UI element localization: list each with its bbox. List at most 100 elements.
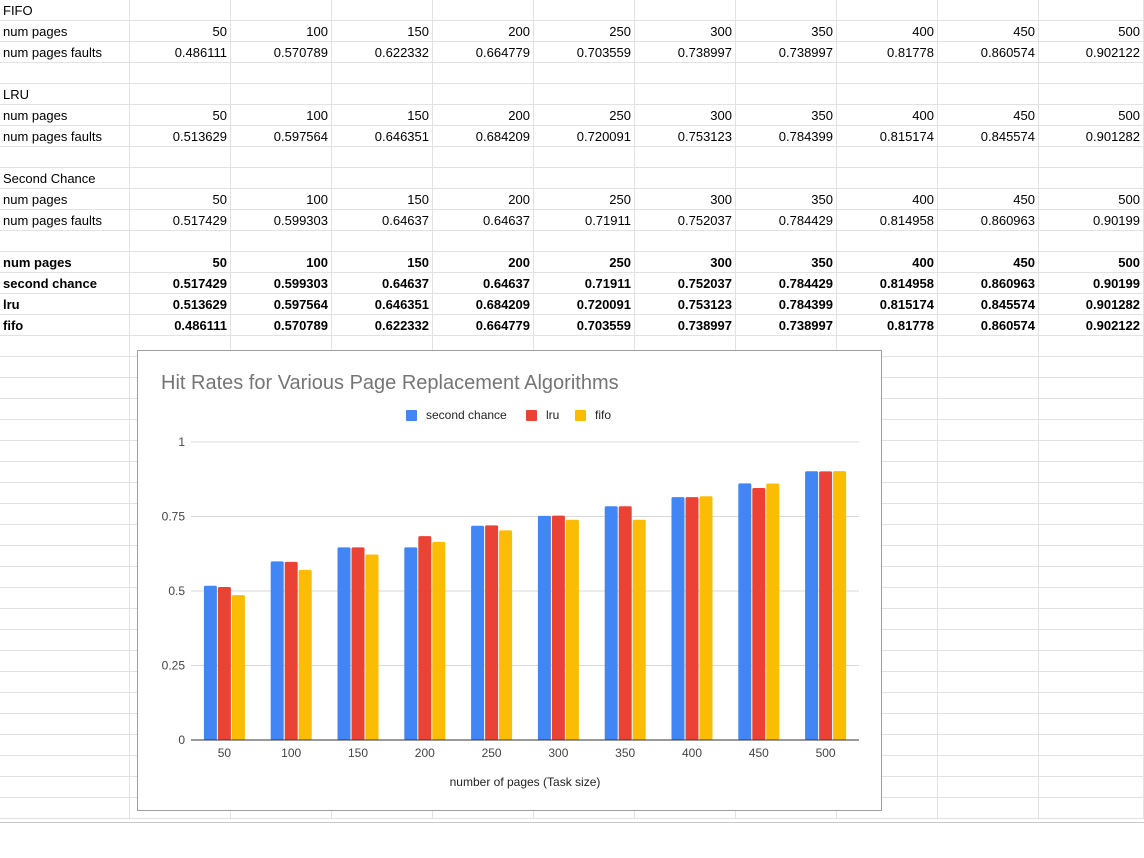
row-label-cell[interactable]: num pages xyxy=(0,105,130,126)
empty-cell[interactable] xyxy=(1039,231,1144,252)
empty-cell[interactable] xyxy=(0,420,130,441)
empty-cell[interactable] xyxy=(837,525,938,546)
empty-cell[interactable] xyxy=(0,546,130,567)
empty-cell[interactable] xyxy=(938,378,1039,399)
value-cell[interactable]: 0.486111 xyxy=(130,42,231,63)
value-cell[interactable]: 0.90199 xyxy=(1039,210,1144,231)
value-cell[interactable]: 0.684209 xyxy=(433,126,534,147)
empty-cell[interactable] xyxy=(938,504,1039,525)
value-cell[interactable]: 0.814958 xyxy=(837,273,938,294)
empty-cell[interactable] xyxy=(938,441,1039,462)
empty-cell[interactable] xyxy=(635,0,736,21)
row-label-cell[interactable]: num pages faults xyxy=(0,126,130,147)
empty-cell[interactable] xyxy=(837,798,938,819)
empty-cell[interactable] xyxy=(635,63,736,84)
empty-cell[interactable] xyxy=(938,588,1039,609)
value-cell[interactable]: 200 xyxy=(433,189,534,210)
empty-cell[interactable] xyxy=(1039,756,1144,777)
empty-cell[interactable] xyxy=(332,147,433,168)
empty-cell[interactable] xyxy=(534,0,635,21)
empty-cell[interactable] xyxy=(635,168,736,189)
value-cell[interactable]: 50 xyxy=(130,189,231,210)
empty-cell[interactable] xyxy=(130,231,231,252)
empty-cell[interactable] xyxy=(332,84,433,105)
empty-cell[interactable] xyxy=(231,63,332,84)
value-cell[interactable]: 0.64637 xyxy=(433,273,534,294)
empty-cell[interactable] xyxy=(1039,357,1144,378)
empty-cell[interactable] xyxy=(534,231,635,252)
value-cell[interactable]: 0.486111 xyxy=(130,315,231,336)
empty-cell[interactable] xyxy=(938,357,1039,378)
value-cell[interactable]: 0.646351 xyxy=(332,126,433,147)
row-label-cell[interactable]: fifo xyxy=(0,315,130,336)
value-cell[interactable]: 450 xyxy=(938,21,1039,42)
value-cell[interactable]: 0.720091 xyxy=(534,294,635,315)
empty-cell[interactable] xyxy=(1039,630,1144,651)
empty-cell[interactable] xyxy=(1039,420,1144,441)
value-cell[interactable]: 250 xyxy=(534,105,635,126)
empty-cell[interactable] xyxy=(938,336,1039,357)
value-cell[interactable]: 0.814958 xyxy=(837,210,938,231)
empty-cell[interactable] xyxy=(837,693,938,714)
empty-cell[interactable] xyxy=(938,693,1039,714)
value-cell[interactable]: 0.64637 xyxy=(332,273,433,294)
empty-cell[interactable] xyxy=(0,147,130,168)
empty-cell[interactable] xyxy=(0,504,130,525)
value-cell[interactable]: 0.784429 xyxy=(736,210,837,231)
empty-cell[interactable] xyxy=(0,630,130,651)
value-cell[interactable]: 300 xyxy=(635,105,736,126)
value-cell[interactable]: 0.860574 xyxy=(938,315,1039,336)
empty-cell[interactable] xyxy=(1039,714,1144,735)
empty-cell[interactable] xyxy=(837,630,938,651)
value-cell[interactable]: 0.570789 xyxy=(231,42,332,63)
empty-cell[interactable] xyxy=(1039,0,1144,21)
empty-cell[interactable] xyxy=(130,168,231,189)
value-cell[interactable]: 350 xyxy=(736,252,837,273)
empty-cell[interactable] xyxy=(736,147,837,168)
empty-cell[interactable] xyxy=(433,168,534,189)
empty-cell[interactable] xyxy=(0,357,130,378)
empty-cell[interactable] xyxy=(635,84,736,105)
empty-cell[interactable] xyxy=(837,231,938,252)
value-cell[interactable]: 0.845574 xyxy=(938,294,1039,315)
value-cell[interactable]: 0.901282 xyxy=(1039,126,1144,147)
empty-cell[interactable] xyxy=(837,735,938,756)
value-cell[interactable]: 150 xyxy=(332,105,433,126)
value-cell[interactable]: 0.784399 xyxy=(736,294,837,315)
empty-cell[interactable] xyxy=(1039,441,1144,462)
value-cell[interactable]: 0.90199 xyxy=(1039,273,1144,294)
empty-cell[interactable] xyxy=(0,483,130,504)
empty-cell[interactable] xyxy=(938,609,1039,630)
value-cell[interactable]: 200 xyxy=(433,105,534,126)
empty-cell[interactable] xyxy=(837,588,938,609)
empty-cell[interactable] xyxy=(1039,609,1144,630)
value-cell[interactable]: 250 xyxy=(534,189,635,210)
row-label-cell[interactable]: num pages faults xyxy=(0,42,130,63)
empty-cell[interactable] xyxy=(736,231,837,252)
value-cell[interactable]: 350 xyxy=(736,189,837,210)
value-cell[interactable]: 250 xyxy=(534,252,635,273)
value-cell[interactable]: 0.570789 xyxy=(231,315,332,336)
value-cell[interactable]: 0.860574 xyxy=(938,42,1039,63)
empty-cell[interactable] xyxy=(837,420,938,441)
value-cell[interactable]: 0.81778 xyxy=(837,315,938,336)
row-label-cell[interactable]: lru xyxy=(0,294,130,315)
empty-cell[interactable] xyxy=(0,693,130,714)
value-cell[interactable]: 0.815174 xyxy=(837,294,938,315)
value-cell[interactable]: 0.720091 xyxy=(534,126,635,147)
value-cell[interactable]: 0.703559 xyxy=(534,315,635,336)
empty-cell[interactable] xyxy=(1039,567,1144,588)
empty-cell[interactable] xyxy=(938,483,1039,504)
empty-cell[interactable] xyxy=(837,441,938,462)
empty-cell[interactable] xyxy=(332,0,433,21)
empty-cell[interactable] xyxy=(0,231,130,252)
value-cell[interactable]: 100 xyxy=(231,21,332,42)
empty-cell[interactable] xyxy=(1039,546,1144,567)
value-cell[interactable]: 0.622332 xyxy=(332,315,433,336)
empty-cell[interactable] xyxy=(1039,777,1144,798)
empty-cell[interactable] xyxy=(635,147,736,168)
empty-cell[interactable] xyxy=(0,777,130,798)
value-cell[interactable]: 450 xyxy=(938,189,1039,210)
empty-cell[interactable] xyxy=(0,735,130,756)
empty-cell[interactable] xyxy=(837,546,938,567)
